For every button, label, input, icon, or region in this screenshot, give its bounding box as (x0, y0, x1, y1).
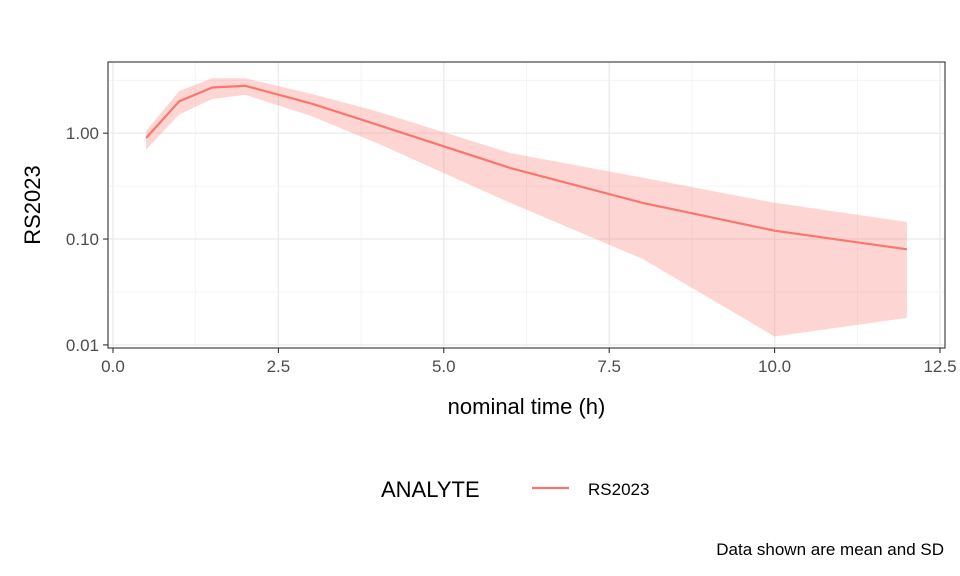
axes: 0.0 2.5 5.0 7.5 10.0 12.5 0.01 0.10 1.00 (66, 124, 957, 376)
mean-line (145, 84, 908, 251)
x-axis-title: nominal time (h) (448, 394, 606, 419)
y-tick-label: 1.00 (66, 124, 99, 143)
x-tick-label: 2.5 (267, 357, 291, 376)
grid-lines (108, 62, 945, 348)
x-tick-label: 5.0 (432, 357, 456, 376)
x-tick-label: 7.5 (597, 357, 621, 376)
legend: ANALYTE RS2023 (381, 477, 649, 502)
legend-title: ANALYTE (381, 477, 480, 502)
y-tick-label: 0.10 (66, 230, 99, 249)
plot-caption: Data shown are mean and SD (716, 540, 944, 559)
y-axis-title: RS2023 (20, 165, 45, 245)
x-tick-label: 0.0 (101, 357, 125, 376)
plot-panel-border (107, 61, 946, 349)
sd-ribbons (146, 78, 907, 337)
legend-entry: RS2023 (532, 480, 649, 499)
sd-ribbon (146, 78, 907, 337)
x-tick-label: 10.0 (758, 357, 791, 376)
mean-lines (145, 84, 908, 251)
y-tick-label: 0.01 (66, 336, 99, 355)
legend-label: RS2023 (588, 480, 649, 499)
x-tick-label: 12.5 (923, 357, 956, 376)
